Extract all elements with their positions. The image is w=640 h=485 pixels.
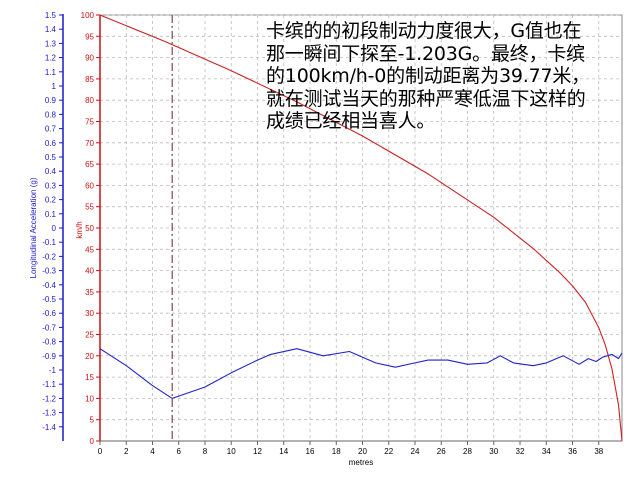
x-axis-tick-label: 30 (489, 447, 498, 456)
x-axis-tick-label: 16 (306, 447, 315, 456)
y-axis-right-title: km/h (75, 221, 84, 238)
right-axis: 1009590858075706560555045403530252015105… (81, 11, 101, 446)
speed-axis-tick-label: 30 (85, 309, 94, 318)
speed-axis-tick-label: 55 (85, 203, 94, 212)
speed-axis-tick-label: 90 (85, 54, 94, 63)
x-axis-tick-label: 6 (177, 447, 182, 456)
x-axis: 0 2 4 6 8 10 12 14 16 18 20 22 24 26 28 30 32 34 36 38 (98, 440, 622, 456)
x-axis-tick-label: 38 (594, 447, 603, 456)
left-axis: 1.5 1.4 1.3 1.2 1.1 1 0.9 0.8 0.7 0.6 0.5 0.4 0.3 0.2… (42, 11, 64, 441)
left-axis-tick-label: 0.7 (45, 125, 57, 134)
left-axis-tick-label: 1.2 (45, 54, 57, 63)
left-axis-tick-label: -1.2 (42, 394, 56, 403)
x-axis-tick-label: 26 (437, 447, 446, 456)
x-axis-tick-label: 8 (203, 447, 208, 456)
x-axis-tick-label: 22 (384, 447, 393, 456)
left-axis-tick-label: -0.7 (42, 323, 56, 332)
left-axis-tick-label: -1.4 (42, 423, 56, 432)
speed-axis-tick-label: 20 (85, 352, 94, 361)
left-axis-tick-label: -0.2 (42, 252, 56, 261)
speed-axis-tick-label: 70 (85, 139, 94, 148)
left-axis-tick-label: -0.5 (42, 295, 56, 304)
left-axis-tick-label: -1.3 (42, 409, 56, 418)
x-axis-tick-label: 0 (98, 447, 103, 456)
left-axis-tick-label: 1.5 (45, 11, 57, 20)
x-axis-tick-label: 2 (124, 447, 129, 456)
speed-series-line (99, 14, 623, 442)
x-axis-tick-label: 28 (463, 447, 472, 456)
speed-axis-tick-label: 95 (85, 32, 94, 41)
speed-axis-tick-label: 45 (85, 245, 94, 254)
speed-axis-tick-label: 100 (81, 11, 95, 20)
y-axis-left-title: Longitudinal Acceleration (g) (29, 177, 38, 278)
series (99, 14, 623, 442)
speed-axis-tick-label: 5 (90, 416, 95, 425)
speed-axis-tick-label: 15 (85, 373, 94, 382)
speed-axis-tick-label: 80 (85, 96, 94, 105)
x-axis-tick-label: 20 (358, 447, 367, 456)
left-axis-tick-label: 1.1 (45, 68, 57, 77)
speed-axis-tick-label: 35 (85, 288, 94, 297)
x-axis-tick-label: 14 (279, 447, 288, 456)
x-axis-tick-label: 34 (542, 447, 551, 456)
x-axis-tick-label: 4 (150, 447, 155, 456)
left-axis-tick-label: 0.2 (45, 196, 57, 205)
acceleration-series-line (99, 348, 623, 399)
left-axis-tick-label: 0 (52, 224, 57, 233)
speed-axis-tick-label: 50 (85, 224, 94, 233)
x-axis-tick-label: 12 (253, 447, 262, 456)
x-axis-tick-label: 24 (411, 447, 420, 456)
x-axis-tick-label: 36 (568, 447, 577, 456)
left-axis-tick-label: 0.8 (45, 110, 57, 119)
speed-axis-tick-label: 60 (85, 181, 94, 190)
left-axis-tick-label: 0.9 (45, 96, 57, 105)
left-axis-tick-label: 0.4 (45, 167, 57, 176)
left-axis-tick-label: -0.6 (42, 309, 56, 318)
speed-axis-tick-label: 25 (85, 331, 94, 340)
left-axis-tick-label: 1.3 (45, 39, 57, 48)
speed-axis-tick-label: 40 (85, 267, 94, 276)
x-axis-tick-label: 18 (332, 447, 341, 456)
speed-axis-tick-label: 75 (85, 118, 94, 127)
left-axis-tick-label: 0.6 (45, 139, 57, 148)
left-axis-tick-label: 1.4 (45, 25, 57, 34)
left-axis-tick-label: -1 (49, 366, 57, 375)
left-axis-tick-label: 0.3 (45, 181, 57, 190)
left-axis-tick-label: -0.8 (42, 338, 56, 347)
speed-axis-tick-label: 85 (85, 75, 94, 84)
annotation-text: 卡缤的的初段制动力度很大，G值也在 那一瞬间下探至-1.203G。最终，卡缤 的… (266, 20, 590, 132)
left-axis-tick-label: -0.4 (42, 281, 56, 290)
x-axis-tick-label: 10 (227, 447, 236, 456)
x-axis-title: metres (349, 458, 373, 467)
speed-axis-tick-label: 10 (85, 394, 94, 403)
speed-axis-tick-label: 65 (85, 160, 94, 169)
left-axis-tick-label: -0.3 (42, 267, 56, 276)
left-axis-tick-label: -0.1 (42, 238, 56, 247)
left-axis-tick-label: 0.5 (45, 153, 57, 162)
x-axis-tick-label: 32 (516, 447, 525, 456)
left-axis-tick-label: -0.9 (42, 352, 56, 361)
left-axis-tick-label: 1 (52, 82, 57, 91)
left-axis-tick-label: 0.1 (45, 210, 57, 219)
left-axis-tick-label: -1.1 (42, 380, 56, 389)
speed-axis-tick-label: 0 (90, 437, 95, 446)
